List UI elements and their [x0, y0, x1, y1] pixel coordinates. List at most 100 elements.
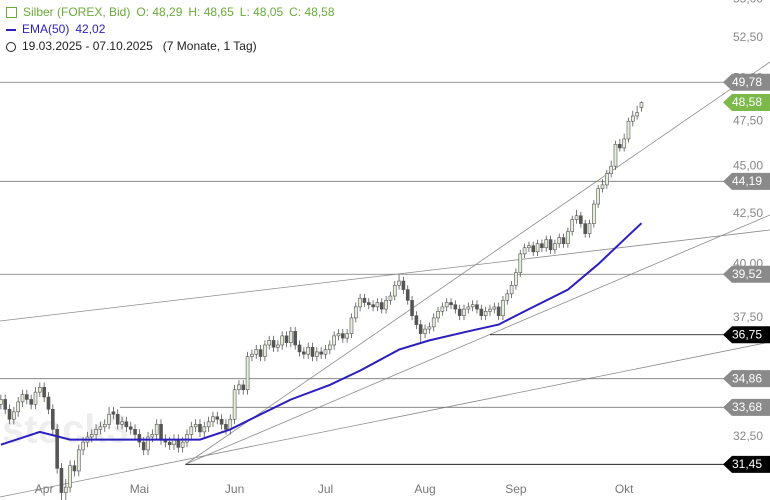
candle-body	[76, 449, 81, 472]
candle-body	[202, 426, 207, 433]
candle-body	[353, 306, 358, 319]
candle-body	[514, 272, 518, 286]
candle-body	[211, 416, 215, 423]
candle-body	[232, 389, 237, 420]
candle-body	[375, 302, 380, 308]
price-tag	[723, 398, 770, 416]
price-tag	[723, 172, 770, 190]
candle-body	[55, 429, 59, 469]
candle-body	[470, 304, 475, 308]
candle-body	[371, 304, 375, 308]
ohlc: L: 48,05	[239, 5, 284, 19]
x-tick-label: Sep	[505, 482, 527, 496]
candle-body	[427, 326, 432, 330]
candle-body	[224, 423, 228, 430]
candle-body	[42, 387, 46, 398]
candle-body	[566, 231, 570, 244]
candle-body	[392, 284, 397, 297]
candle-body	[20, 394, 25, 403]
candle-body	[522, 247, 527, 255]
candle-body	[137, 434, 142, 443]
candle-body	[531, 245, 536, 253]
candle-body	[449, 302, 453, 306]
candle-body	[102, 423, 107, 428]
trendlines	[0, 61, 770, 498]
legend-row: EMA(50) 42,02	[6, 21, 335, 38]
trendline	[0, 229, 770, 322]
ema-line	[0, 222, 643, 446]
candle-body	[94, 429, 98, 435]
candle-body	[358, 297, 362, 308]
candle-body	[631, 115, 635, 122]
y-tick-label: 52,50	[733, 30, 763, 44]
trendline	[185, 214, 770, 465]
candle-body	[146, 436, 150, 451]
candle-body	[280, 335, 285, 346]
candle-body	[570, 219, 575, 232]
candle-body	[423, 328, 427, 334]
candle-body	[639, 102, 644, 108]
price-tag-label: 33,68	[732, 400, 762, 414]
candle-body	[384, 300, 388, 310]
indicator: EMA(50)	[22, 22, 70, 36]
candle-body	[453, 304, 458, 310]
candle-body	[12, 411, 16, 420]
candle-body	[159, 423, 163, 440]
candle-body	[609, 165, 613, 174]
candle-body	[141, 441, 146, 451]
candle-body	[414, 315, 419, 325]
ohlc: H: 48,65	[188, 5, 234, 19]
candle-body	[553, 243, 557, 251]
candle-body	[583, 223, 587, 234]
candle-body	[185, 434, 189, 443]
candle-body	[250, 353, 254, 357]
span: (7 Monate, 1 Tag)	[162, 39, 257, 53]
trendline	[0, 341, 770, 498]
candle-body	[323, 349, 328, 355]
candle-body	[405, 289, 410, 301]
candle-body	[180, 441, 185, 448]
candle-body	[193, 423, 198, 428]
period: 19.03.2025 - 07.10.2025	[22, 39, 153, 53]
price-tag-label: 36,75	[732, 327, 762, 341]
candle-body	[436, 310, 440, 319]
candle-body	[501, 300, 505, 317]
price-tag	[723, 326, 770, 344]
candle-body	[302, 351, 306, 355]
price-tag-label: 49,78	[732, 75, 762, 89]
price-tag	[723, 73, 770, 91]
candle-body	[154, 423, 159, 435]
x-tick-label: Apr	[35, 482, 54, 496]
candle-body	[124, 421, 129, 428]
candle-body	[548, 239, 553, 251]
x-tick-label: Mai	[130, 482, 149, 496]
candle-body	[271, 340, 276, 348]
candle-body	[418, 324, 423, 334]
y-tick-label: 55,00	[733, 0, 763, 5]
candle-body	[496, 306, 501, 317]
price-tag-label: 31,45	[732, 457, 762, 471]
candle-body	[189, 426, 194, 435]
candle-body	[68, 465, 72, 488]
candle-body	[540, 243, 544, 249]
candle-body	[431, 317, 436, 328]
x-tick-label: Jul	[318, 482, 333, 496]
candle-body	[561, 237, 566, 244]
candle-body	[341, 333, 345, 339]
candle-body	[198, 423, 202, 433]
candle-body	[379, 302, 384, 310]
candle-body	[600, 184, 605, 190]
candle-body	[111, 411, 116, 415]
price-tag	[723, 370, 770, 388]
candle-body	[587, 223, 592, 234]
price-tag	[723, 265, 770, 283]
ohlc: C: 48,58	[289, 5, 335, 19]
y-tick-label: 37,50	[733, 310, 763, 324]
candle-body	[444, 302, 449, 308]
indicator-value: 42,02	[75, 22, 106, 36]
candle-body	[440, 306, 445, 312]
candle-body	[328, 344, 332, 350]
candle-body	[219, 418, 224, 425]
